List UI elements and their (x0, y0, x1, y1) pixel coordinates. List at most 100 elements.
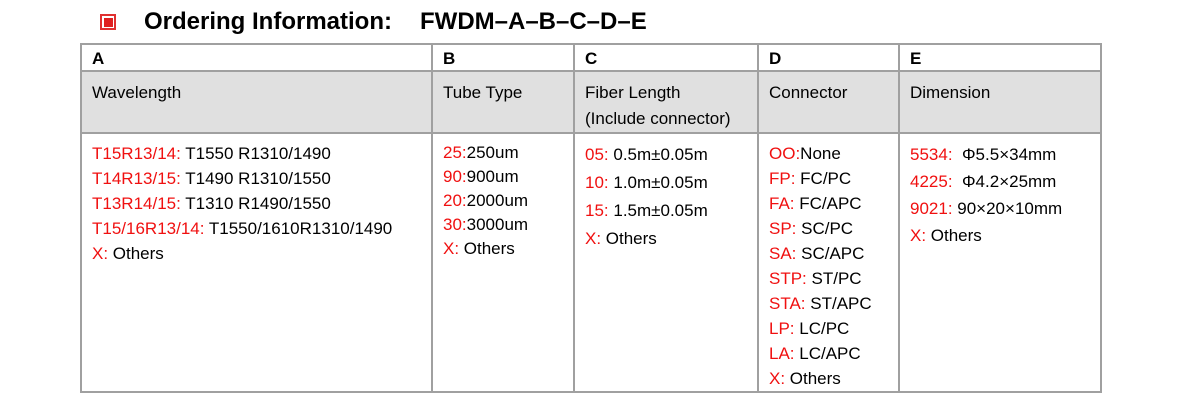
option-code: T13R14/15: (92, 194, 181, 213)
option-value: T1490 R1310/1550 (180, 169, 331, 188)
option-code: 30: (443, 215, 467, 234)
option-item: 10: 1.0m±0.05m (585, 169, 757, 197)
option-item: LA: LC/APC (769, 341, 898, 366)
option-item: 05: 0.5m±0.05m (585, 141, 757, 169)
column-letter-a: A (80, 43, 433, 72)
option-item: T15/16R13/14: T1550/1610R1310/1490 (92, 216, 431, 241)
option-code: T15/16R13/14: (92, 219, 205, 238)
option-item: OO:None (769, 141, 898, 166)
option-item: 9021: 90×20×10mm (910, 195, 1100, 222)
option-value: Others (108, 244, 164, 263)
column-options-b: 25:250um 90:900um 20:2000um 30:3000um X: Oth… (431, 132, 575, 393)
column-name: Fiber Length (585, 83, 681, 102)
option-item: SP: SC/PC (769, 216, 898, 241)
option-value: SC/PC (796, 219, 854, 238)
title-label: Ordering Information: (144, 8, 392, 35)
option-item: T15R13/14: T1550 R1310/1490 (92, 141, 431, 166)
option-code: T15R13/14: (92, 144, 181, 163)
section-title: Ordering Information: FWDM–A–B–C–D–E (100, 8, 647, 36)
option-code: 10: (585, 173, 609, 192)
option-item: STP: ST/PC (769, 266, 898, 291)
option-value: Others (785, 369, 841, 388)
column-letter-b: B (431, 43, 575, 72)
column-name: Connector (769, 83, 848, 102)
column-name: Tube Type (443, 83, 523, 102)
option-code: 9021: (910, 199, 953, 218)
option-code: 4225: (910, 172, 953, 191)
option-value: Others (459, 239, 515, 258)
column-header-c: Fiber Length (Include connector) (573, 70, 759, 134)
option-value: 2000um (466, 191, 529, 210)
column-name: Wavelength (92, 83, 182, 102)
option-item: X: Others (443, 237, 573, 261)
option-value: T1550 R1310/1490 (180, 144, 331, 163)
option-item: 90:900um (443, 165, 573, 189)
column-header-e: Dimension (898, 70, 1102, 134)
option-item: 25:250um (443, 141, 573, 165)
option-item: 30:3000um (443, 213, 573, 237)
option-code: FP: (769, 169, 796, 188)
option-value: 3000um (466, 215, 529, 234)
option-code: LP: (769, 319, 795, 338)
option-item: 4225: Φ4.2×25mm (910, 168, 1100, 195)
option-code: 15: (585, 201, 609, 220)
option-code: X: (910, 226, 927, 245)
option-code: 25: (443, 143, 467, 162)
column-header-d: Connector (757, 70, 900, 134)
option-value: LC/PC (794, 319, 850, 338)
option-code: FA: (769, 194, 795, 213)
option-value: Others (601, 229, 657, 248)
option-code: X: (92, 244, 109, 263)
option-item: X: Others (910, 222, 1100, 249)
column-header-a: Wavelength (80, 70, 433, 134)
column-options-d: OO:None FP: FC/PC FA: FC/APC SP: SC/PC SA: S… (757, 132, 900, 393)
column-letter-c: C (573, 43, 759, 72)
option-item: T13R14/15: T1310 R1490/1550 (92, 191, 431, 216)
option-value: 0.5m±0.05m (608, 145, 708, 164)
option-code: STA: (769, 294, 806, 313)
option-value: ST/APC (805, 294, 872, 313)
option-value: FC/APC (794, 194, 862, 213)
option-code: SP: (769, 219, 797, 238)
option-code: OO: (769, 144, 801, 163)
option-item: STA: ST/APC (769, 291, 898, 316)
title-code: FWDM–A–B–C–D–E (420, 8, 647, 35)
option-item: X: Others (769, 366, 898, 391)
option-item: LP: LC/PC (769, 316, 898, 341)
option-item: 20:2000um (443, 189, 573, 213)
option-code: 05: (585, 145, 609, 164)
option-code: STP: (769, 269, 807, 288)
option-value: 1.5m±0.05m (608, 201, 708, 220)
option-code: 5534: (910, 145, 953, 164)
option-value: 90×20×10mm (952, 199, 1063, 218)
column-letter-d: D (757, 43, 900, 72)
option-value: Φ5.5×34mm (952, 145, 1057, 164)
option-value: Φ4.2×25mm (952, 172, 1057, 191)
column-options-a: T15R13/14: T1550 R1310/1490 T14R13/15: T1… (80, 132, 433, 393)
option-value: 1.0m±0.05m (608, 173, 708, 192)
option-code: X: (769, 369, 786, 388)
option-item: T14R13/15: T1490 R1310/1550 (92, 166, 431, 191)
option-item: X: Others (92, 241, 431, 266)
option-value: Others (926, 226, 982, 245)
column-options-e: 5534: Φ5.5×34mm 4225: Φ4.2×25mm 9021: 90×2… (898, 132, 1102, 393)
option-code: 90: (443, 167, 467, 186)
option-value: T1550/1610R1310/1490 (204, 219, 393, 238)
option-code: X: (443, 239, 460, 258)
column-letter-e: E (898, 43, 1102, 72)
option-code: 20: (443, 191, 467, 210)
option-item: X: Others (585, 225, 757, 253)
option-value: 250um (466, 143, 519, 162)
option-code: T14R13/15: (92, 169, 181, 188)
column-name: Dimension (910, 83, 991, 102)
option-value: ST/PC (806, 269, 862, 288)
option-code: X: (585, 229, 602, 248)
option-value: SC/APC (796, 244, 865, 263)
red-square-bullet-icon (100, 14, 116, 30)
option-item: 5534: Φ5.5×34mm (910, 141, 1100, 168)
option-value: T1310 R1490/1550 (180, 194, 331, 213)
option-value: LC/APC (794, 344, 861, 363)
option-code: SA: (769, 244, 797, 263)
option-value: FC/PC (795, 169, 852, 188)
column-options-c: 05: 0.5m±0.05m 10: 1.0m±0.05m 15: 1.5m±0.0… (573, 132, 759, 393)
